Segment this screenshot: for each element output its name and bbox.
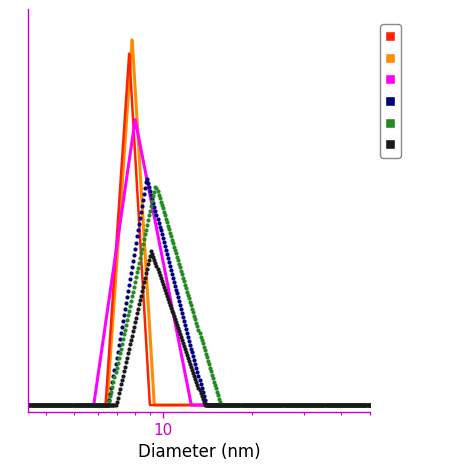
X-axis label: Diameter (nm): Diameter (nm) — [138, 443, 260, 461]
Legend: , , , , , : , , , , , — [380, 25, 401, 158]
